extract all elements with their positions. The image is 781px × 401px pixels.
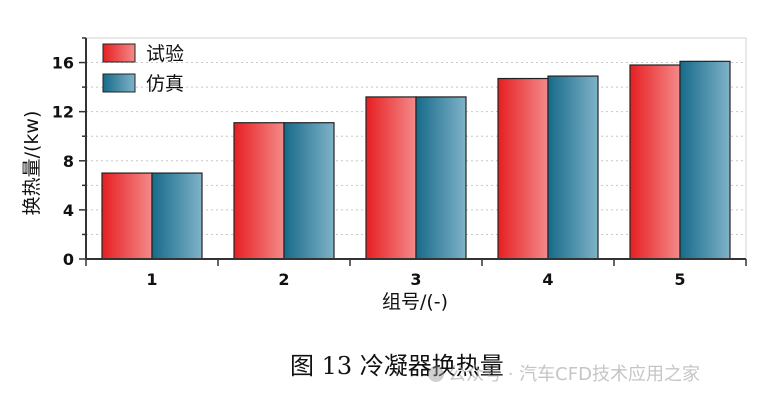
y-axis-label: 换热量/(kw): [21, 111, 43, 216]
bar-test-5: [629, 64, 681, 260]
legend-label: 试验: [146, 43, 184, 65]
x-tick-label: 5: [674, 270, 685, 289]
bar-sim-4: [547, 75, 599, 260]
bar-sim-1: [151, 172, 203, 260]
x-tick-label: 2: [278, 270, 289, 289]
x-tick-label: 3: [410, 270, 421, 289]
y-tick-label: 8: [63, 152, 74, 171]
bar-test-2: [233, 122, 285, 260]
bar-sim-3: [415, 96, 467, 260]
watermark-text: 公众号 · 汽车CFD技术应用之家: [448, 364, 700, 385]
y-tick-label: 0: [63, 250, 74, 269]
x-axis-label: 组号/(-): [382, 291, 448, 313]
bar-sim-2: [283, 122, 335, 260]
legend-swatch: [102, 43, 136, 63]
y-tick-label: 4: [63, 201, 74, 220]
wechat-icon: [428, 366, 444, 382]
y-tick-label: 16: [52, 54, 74, 73]
y-tick-label: 12: [52, 103, 74, 122]
bar-test-3: [365, 96, 417, 260]
bar-test-1: [101, 172, 153, 260]
figure-caption: 图 13 冷凝器换热量: [290, 352, 504, 380]
bar-sim-5: [679, 60, 731, 260]
x-tick-label: 1: [146, 270, 157, 289]
legend-label: 仿真: [146, 73, 184, 95]
bars: [101, 60, 731, 260]
x-tick-label: 4: [542, 270, 553, 289]
watermark: 公众号 · 汽车CFD技术应用之家: [428, 360, 700, 386]
legend-swatch: [102, 73, 136, 93]
bar-test-4: [497, 77, 549, 260]
